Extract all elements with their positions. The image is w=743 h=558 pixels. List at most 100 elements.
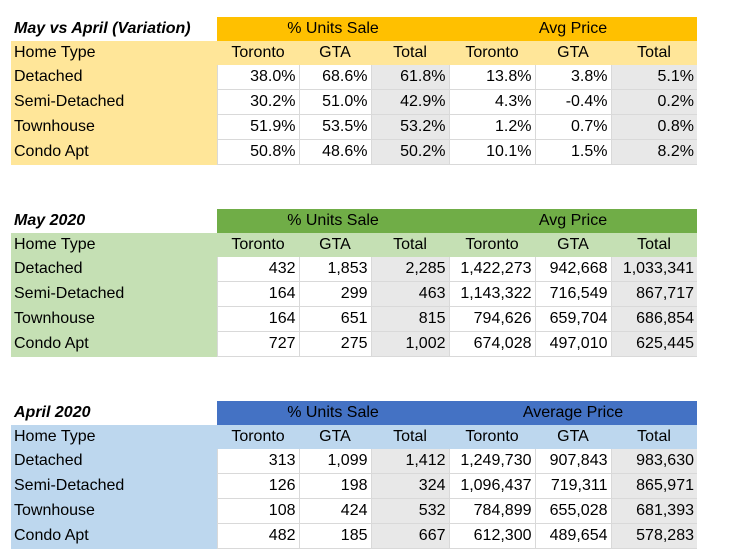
total-cell: 983,630 <box>610 449 697 474</box>
column-header: Toronto <box>217 233 299 257</box>
column-header: Total <box>611 425 697 449</box>
table-row: Detached 313 1,099 1,412 1,249,730 907,843 983… <box>11 449 697 474</box>
row-label: Detached <box>11 449 217 474</box>
column-header: Total <box>371 41 449 65</box>
data-cell: 1,853 <box>298 257 371 282</box>
data-cell: 1,099 <box>298 449 371 474</box>
table-row: Condo Apt 482 185 667 612,300 489,654 578,283 <box>11 523 697 549</box>
table-title: April 2020 <box>14 404 91 421</box>
total-cell: 867,717 <box>610 281 697 307</box>
data-cell: 1,096,437 <box>448 473 535 499</box>
data-cell: 612,300 <box>448 523 535 549</box>
total-cell: 1,002 <box>370 331 449 357</box>
total-cell: 1,412 <box>370 449 449 474</box>
data-cell: 185 <box>298 523 371 549</box>
row-label: Detached <box>11 65 217 90</box>
data-cell: 659,704 <box>534 306 611 332</box>
total-cell: 5.1% <box>610 65 697 90</box>
units-sale-header: % Units Sale <box>217 401 449 425</box>
data-cell: 51.9% <box>216 114 299 140</box>
column-header: Home Type <box>11 41 217 65</box>
table-row: Townhouse 51.9% 53.5% 53.2% 1.2% 0.7% 0.8% <box>11 114 697 140</box>
total-cell: 865,971 <box>610 473 697 499</box>
column-header: Total <box>611 41 697 65</box>
total-cell: 625,445 <box>610 331 697 357</box>
total-cell: 463 <box>370 281 449 307</box>
avg-price-header: Avg Price <box>449 209 697 233</box>
data-cell: -0.4% <box>534 89 611 115</box>
data-cell: 164 <box>216 306 299 332</box>
column-header: Toronto <box>217 41 299 65</box>
data-cell: 497,010 <box>534 331 611 357</box>
data-cell: 108 <box>216 498 299 524</box>
data-cell: 198 <box>298 473 371 499</box>
data-cell: 299 <box>298 281 371 307</box>
data-cell: 1,143,322 <box>448 281 535 307</box>
row-label: Condo Apt <box>11 139 217 165</box>
total-cell: 2,285 <box>370 257 449 282</box>
column-header: Toronto <box>449 233 535 257</box>
column-header: Total <box>371 425 449 449</box>
data-cell: 4.3% <box>448 89 535 115</box>
column-header-row: Home Type Toronto GTA Total Toronto GTA Total <box>11 41 697 65</box>
total-cell: 681,393 <box>610 498 697 524</box>
table-row: Condo Apt 50.8% 48.6% 50.2% 10.1% 1.5% 8.2% <box>11 139 697 165</box>
total-cell: 324 <box>370 473 449 499</box>
data-cell: 674,028 <box>448 331 535 357</box>
data-cell: 716,549 <box>534 281 611 307</box>
data-cell: 0.7% <box>534 114 611 140</box>
column-header: Total <box>371 233 449 257</box>
total-cell: 815 <box>370 306 449 332</box>
row-label: Townhouse <box>11 114 217 140</box>
data-cell: 164 <box>216 281 299 307</box>
data-cell: 53.5% <box>298 114 371 140</box>
row-label: Detached <box>11 257 217 282</box>
row-label: Condo Apt <box>11 523 217 549</box>
data-cell: 432 <box>216 257 299 282</box>
column-header: GTA <box>299 41 371 65</box>
column-header: Home Type <box>11 233 217 257</box>
table-title: May vs April (Variation) <box>14 20 191 37</box>
column-header: Toronto <box>449 41 535 65</box>
avg-price-header: Average Price <box>449 401 697 425</box>
total-cell: 0.2% <box>610 89 697 115</box>
table-title: May 2020 <box>14 212 86 229</box>
units-sale-header: % Units Sale <box>217 17 449 41</box>
data-cell: 489,654 <box>534 523 611 549</box>
total-cell: 50.2% <box>370 139 449 165</box>
data-cell: 3.8% <box>534 65 611 90</box>
data-cell: 50.8% <box>216 139 299 165</box>
table-row: Semi-Detached 164 299 463 1,143,322 716,549 86… <box>11 281 697 307</box>
column-header: GTA <box>299 425 371 449</box>
row-label: Condo Apt <box>11 331 217 357</box>
data-cell: 126 <box>216 473 299 499</box>
total-cell: 61.8% <box>370 65 449 90</box>
table-row: Detached 38.0% 68.6% 61.8% 13.8% 3.8% 5.1% <box>11 65 697 90</box>
table-row: Detached 432 1,853 2,285 1,422,273 942,668 1,0… <box>11 257 697 282</box>
may-2020-table: May 2020% Units Sale Avg Price Home Type To… <box>11 209 697 357</box>
data-cell: 10.1% <box>448 139 535 165</box>
total-cell: 667 <box>370 523 449 549</box>
data-cell: 1.5% <box>534 139 611 165</box>
row-label: Townhouse <box>11 498 217 524</box>
data-cell: 719,311 <box>534 473 611 499</box>
total-cell: 532 <box>370 498 449 524</box>
data-cell: 1.2% <box>448 114 535 140</box>
header-row: May vs April (Variation) % Units Sale Avg … <box>11 17 697 41</box>
avg-price-header: Avg Price <box>449 17 697 41</box>
total-cell: 53.2% <box>370 114 449 140</box>
data-cell: 1,249,730 <box>448 449 535 474</box>
column-header: GTA <box>535 425 611 449</box>
row-label: Semi-Detached <box>11 281 217 307</box>
variation-table: May vs April (Variation) % Units Sale Avg … <box>11 17 697 165</box>
row-label: Semi-Detached <box>11 473 217 499</box>
table-row: Townhouse 164 651 815 794,626 659,704 686,854 <box>11 306 697 332</box>
data-cell: 13.8% <box>448 65 535 90</box>
row-label: Townhouse <box>11 306 217 332</box>
row-label: Semi-Detached <box>11 89 217 115</box>
total-cell: 1,033,341 <box>610 257 697 282</box>
header-row: April 2020 % Units Sale Average Price <box>11 401 697 425</box>
header-row: May 2020 % Units Sale Avg Price <box>11 209 697 233</box>
data-cell: 655,028 <box>534 498 611 524</box>
total-cell: 686,854 <box>610 306 697 332</box>
